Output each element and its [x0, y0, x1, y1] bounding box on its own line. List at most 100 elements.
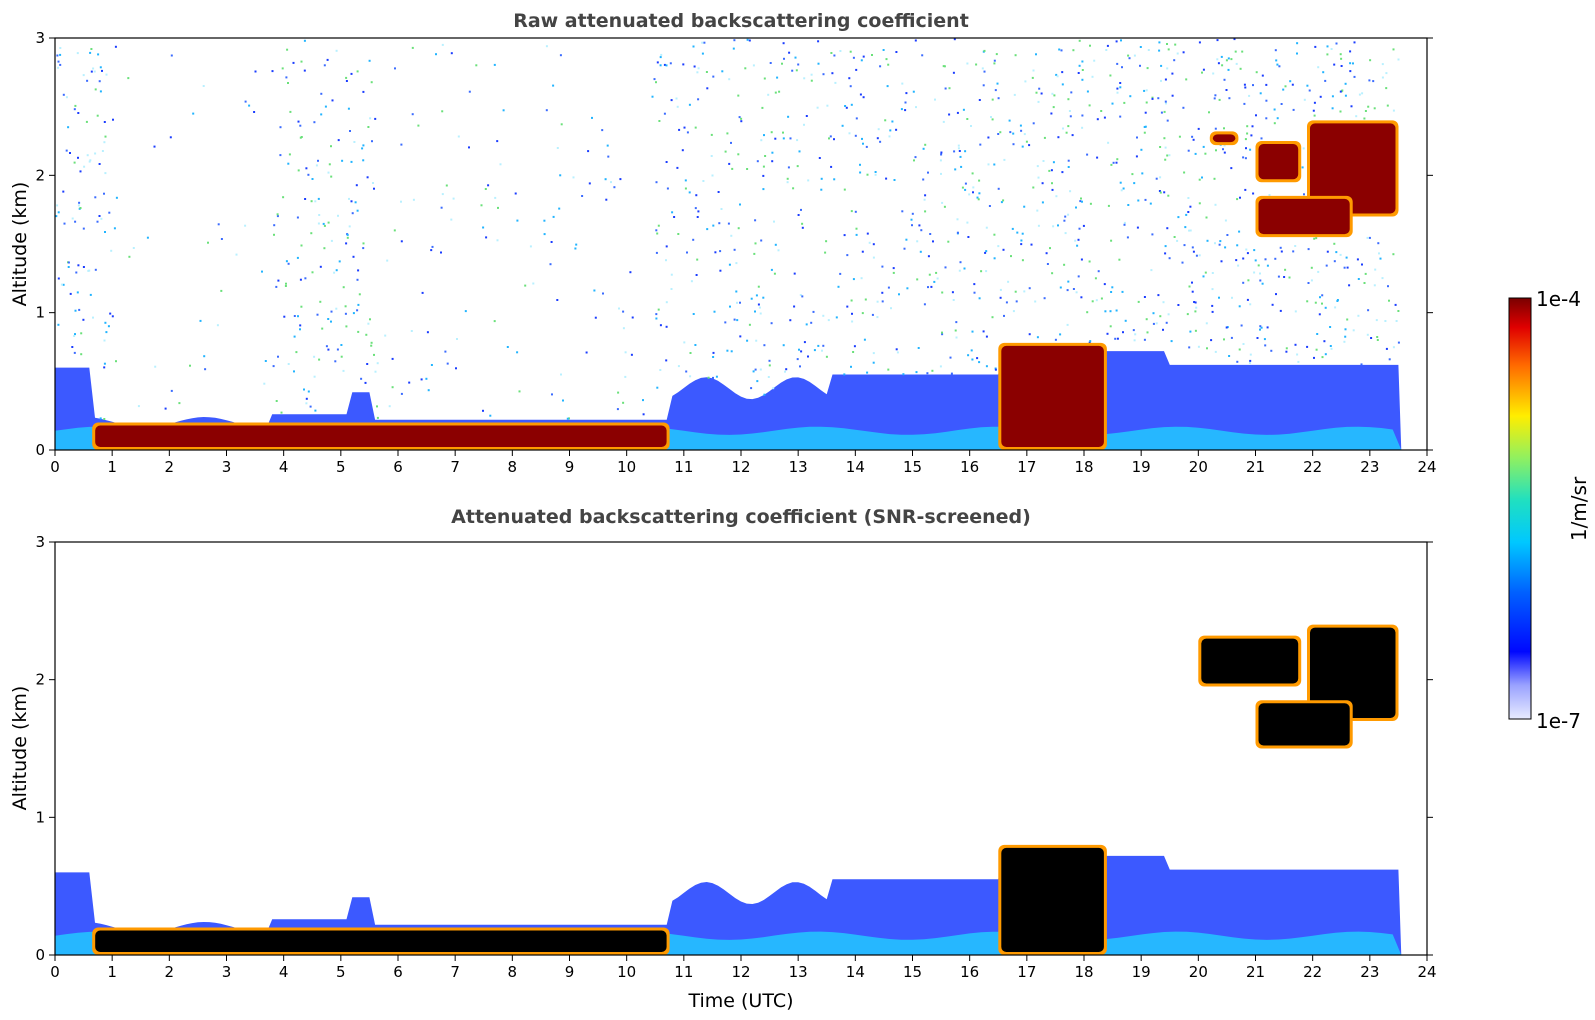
noise-speckle [728, 162, 731, 165]
noise-speckle [77, 264, 80, 267]
noise-speckle [1340, 57, 1343, 60]
noise-speckle [1226, 326, 1229, 329]
noise-speckle [560, 123, 563, 126]
noise-speckle [384, 334, 387, 337]
noise-speckle [1077, 275, 1080, 278]
noise-speckle [101, 150, 104, 152]
noise-speckle [1081, 114, 1084, 117]
noise-speckle [1319, 95, 1322, 98]
noise-speckle [1032, 186, 1035, 189]
noise-speckle [1265, 117, 1268, 120]
noise-speckle [871, 313, 874, 316]
noise-speckle [96, 220, 99, 223]
noise-speckle [104, 231, 106, 233]
noise-speckle [1227, 68, 1230, 71]
x-tick-label: 8 [508, 963, 518, 981]
noise-speckle [1230, 336, 1233, 339]
noise-speckle [800, 208, 802, 211]
noise-speckle [327, 221, 330, 224]
noise-speckle [566, 417, 569, 420]
noise-speckle [971, 330, 974, 333]
x-tick-label: 20 [1189, 458, 1208, 476]
noise-speckle [400, 392, 403, 395]
noise-speckle [707, 376, 710, 379]
noise-speckle [496, 239, 499, 242]
noise-speckle [861, 137, 863, 140]
noise-speckle [735, 290, 738, 293]
noise-speckle [846, 305, 849, 308]
noise-speckle [325, 345, 328, 348]
noise-speckle [890, 307, 892, 310]
noise-speckle [997, 187, 1000, 190]
noise-speckle [642, 413, 645, 416]
noise-speckle [82, 227, 85, 230]
noise-speckle [1321, 302, 1323, 305]
noise-speckle [1103, 116, 1106, 119]
noise-speckle [104, 321, 107, 324]
noise-speckle [1147, 49, 1150, 51]
noise-speckle [1264, 344, 1267, 347]
noise-speckle [89, 159, 92, 162]
noise-speckle [783, 57, 785, 60]
noise-speckle [556, 299, 559, 301]
noise-speckle [841, 124, 844, 127]
noise-speckle [585, 351, 588, 354]
noise-speckle [917, 347, 920, 349]
noise-speckle [400, 200, 402, 203]
noise-speckle [807, 355, 809, 358]
noise-speckle [587, 150, 590, 153]
noise-speckle [1164, 158, 1167, 161]
noise-speckle [1313, 356, 1315, 359]
noise-speckle [1050, 169, 1053, 172]
noise-speckle [1265, 99, 1268, 102]
noise-speckle [865, 145, 868, 148]
noise-speckle [985, 250, 988, 253]
noise-speckle [317, 222, 320, 225]
noise-speckle [1146, 331, 1149, 334]
noise-speckle [1111, 286, 1114, 289]
noise-speckle [475, 64, 478, 67]
noise-speckle [1042, 160, 1045, 162]
noise-speckle [103, 192, 105, 195]
noise-speckle [1357, 278, 1360, 280]
noise-speckle [202, 85, 205, 87]
noise-speckle [1086, 153, 1089, 156]
noise-speckle [1188, 229, 1191, 232]
noise-speckle [803, 123, 805, 126]
noise-speckle [207, 241, 209, 244]
noise-speckle [73, 335, 76, 337]
noise-speckle [502, 109, 505, 112]
noise-speckle [335, 49, 338, 52]
noise-speckle [1250, 134, 1253, 137]
noise-speckle [994, 368, 997, 371]
noise-speckle [1170, 340, 1173, 343]
noise-speckle [350, 160, 353, 163]
noise-speckle [1333, 242, 1336, 245]
noise-speckle [69, 152, 71, 154]
noise-speckle [1067, 125, 1070, 128]
noise-speckle [127, 77, 130, 80]
noise-speckle [552, 84, 555, 87]
noise-speckle [1360, 363, 1363, 366]
noise-speckle [978, 361, 981, 364]
noise-speckle [864, 298, 867, 301]
noise-speckle [1058, 48, 1061, 51]
noise-speckle [712, 376, 714, 379]
noise-speckle [1208, 111, 1210, 114]
noise-speckle [393, 229, 396, 232]
noise-speckle [605, 198, 608, 201]
noise-speckle [651, 95, 654, 98]
noise-speckle [1350, 105, 1353, 108]
noise-speckle [683, 341, 686, 344]
noise-speckle [1243, 102, 1246, 105]
noise-speckle [1244, 157, 1247, 160]
noise-speckle [430, 249, 433, 252]
noise-speckle [670, 99, 673, 102]
noise-speckle [1074, 239, 1077, 242]
noise-speckle [1194, 301, 1197, 304]
noise-speckle [729, 305, 731, 308]
noise-speckle [740, 117, 743, 120]
noise-speckle [773, 220, 775, 223]
noise-speckle [686, 251, 688, 254]
noise-speckle [996, 82, 999, 85]
